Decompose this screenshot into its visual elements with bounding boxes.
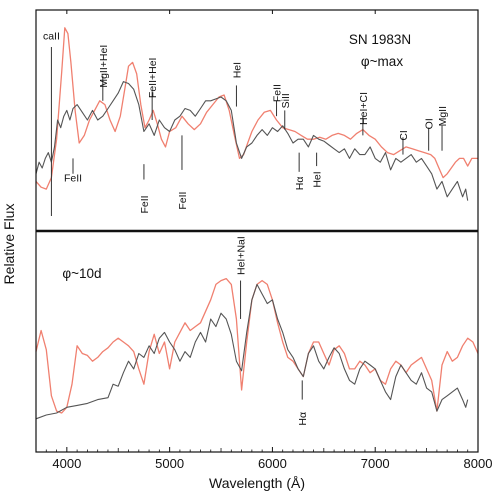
line-id-label: HeI+CI [358,92,370,125]
line-id-label: HeI [312,171,324,187]
line-id-label: FeII [139,195,151,213]
panel-subtitle: φ~10d [62,266,101,281]
axes: 4000 5000 6000 7000 8000 [35,9,493,471]
line-id-label: MgII+HeI [98,45,110,88]
line-id-label: CI [398,130,410,141]
line-id-label: MgII [437,106,449,126]
line-id-label: HeI+NaI [236,236,248,275]
line-id-label: Hα [294,177,306,191]
series-observed-line [35,283,469,420]
line-id-label: HeI [231,62,243,78]
line-id-label: OI [424,118,436,129]
panel-subtitle: φ~max [361,54,403,69]
line-id-label: FeII [64,172,82,184]
line-id-label: FeII [177,192,189,210]
x-tick-label: 6000 [258,456,287,471]
x-axis-title: Wavelength (Å) [209,475,305,491]
x-tick-label: 8000 [464,456,493,471]
line-id-label: FeII+HeI [147,58,159,99]
line-id-label: Hα [297,412,309,426]
x-tick-label: 5000 [155,456,184,471]
x-tick-label: 7000 [361,456,390,471]
series-observed-line [35,81,469,201]
line-id-label: FeII [272,84,284,102]
panel-title: SN 1983N [349,32,411,47]
series-model-line [35,27,478,190]
y-axis-title: Relative Flux [1,204,17,285]
line-id-label: SiII [280,93,292,108]
x-tick-label: 4000 [52,456,81,471]
series-model-line [35,277,479,414]
panel-phi-10d: HeI+NaI Hα φ~10d [35,236,479,426]
line-id-label: caII [43,30,60,42]
